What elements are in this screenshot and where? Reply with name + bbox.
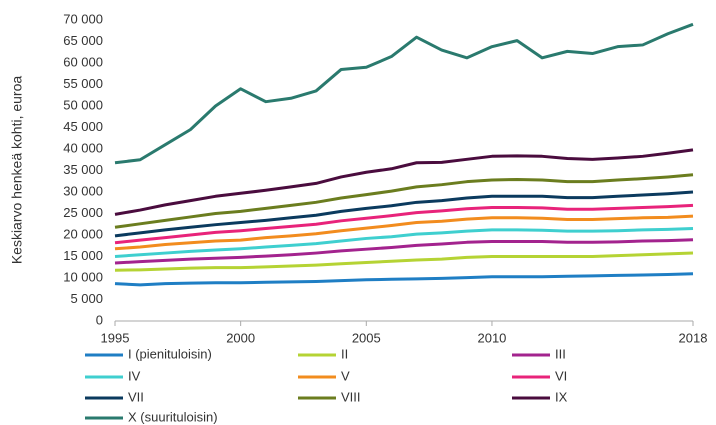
x-tick-label: 2018	[679, 330, 708, 345]
legend-label: VII	[128, 389, 144, 404]
series-line	[114, 227, 694, 258]
legend-label: IV	[128, 368, 141, 383]
legend-label: IX	[555, 389, 568, 404]
y-tick-label: 0	[96, 312, 103, 327]
y-axis-label: Keskiarvo henkeä kohti, euroa	[9, 76, 25, 265]
series-line	[114, 22, 694, 165]
series-line	[114, 173, 694, 229]
series-line	[114, 251, 694, 272]
legend-label: VIII	[341, 389, 361, 404]
legend-label: II	[341, 346, 348, 361]
legend-label: III	[555, 346, 566, 361]
series-line	[114, 203, 694, 245]
legend-label: X (suurituloisin)	[128, 409, 218, 424]
y-tick-label: 10 000	[63, 269, 103, 284]
x-tick-label: 2000	[226, 330, 255, 345]
series-line	[114, 272, 694, 287]
series-line	[114, 214, 694, 251]
x-tick-label: 2010	[477, 330, 506, 345]
y-tick-label: 60 000	[63, 54, 103, 69]
x-tick-label: 1995	[101, 330, 130, 345]
series-line	[114, 148, 694, 216]
y-tick-label: 25 000	[63, 205, 103, 220]
y-tick-label: 15 000	[63, 248, 103, 263]
series-line	[114, 238, 694, 265]
y-tick-label: 20 000	[63, 226, 103, 241]
y-tick-label: 70 000	[63, 11, 103, 26]
y-tick-label: 50 000	[63, 97, 103, 112]
y-tick-label: 55 000	[63, 76, 103, 91]
y-tick-label: 45 000	[63, 119, 103, 134]
y-tick-label: 30 000	[63, 183, 103, 198]
y-tick-label: 40 000	[63, 140, 103, 155]
y-tick-label: 65 000	[63, 33, 103, 48]
x-tick-label: 2005	[352, 330, 381, 345]
legend-label: I (pienituloisin)	[128, 346, 212, 361]
series-line	[114, 190, 694, 238]
legend-label: VI	[555, 368, 567, 383]
y-tick-label: 35 000	[63, 162, 103, 177]
legend-label: V	[341, 368, 350, 383]
y-tick-label: 5 000	[70, 291, 103, 306]
